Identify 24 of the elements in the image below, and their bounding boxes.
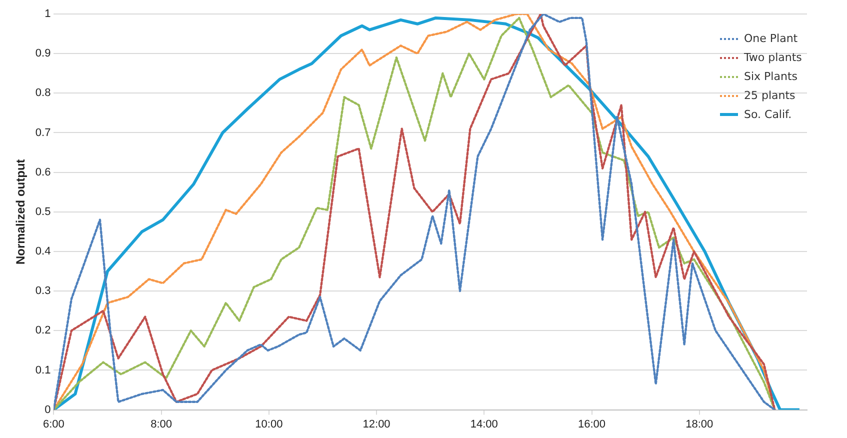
x-tick-label: 18:00 [686, 418, 714, 430]
y-tick-label: 0.9 [35, 48, 51, 60]
x-tick-label: 12:00 [362, 418, 390, 430]
legend-label: 25 plants [744, 89, 796, 102]
x-tick-label: 8:00 [150, 418, 172, 430]
y-tick-label: 0 [44, 404, 51, 416]
y-axis-title: Normalized output [14, 159, 28, 265]
y-tick-label: 0.3 [35, 285, 51, 298]
y-tick-label: 0.5 [35, 206, 51, 218]
y-tick-label: 0.7 [35, 126, 51, 139]
x-tick-label: 16:00 [578, 418, 606, 430]
x-tick-label: 14:00 [470, 418, 498, 430]
x-tick-label: 10:00 [255, 418, 283, 430]
x-tick-label: 6:00 [42, 418, 64, 430]
y-tick-label: 0.6 [35, 166, 51, 178]
legend-label: Six Plants [744, 70, 798, 83]
y-tick-label: 1 [44, 8, 51, 20]
y-tick-label: 0.4 [35, 246, 51, 258]
y-tick-label: 0.2 [35, 324, 51, 337]
y-tick-label: 0.1 [35, 364, 51, 376]
legend-label: So. Calif. [744, 108, 792, 121]
legend-label: One Plant [744, 32, 798, 45]
legend-label: Two plants [744, 51, 802, 64]
y-tick-label: 0.8 [35, 87, 51, 100]
